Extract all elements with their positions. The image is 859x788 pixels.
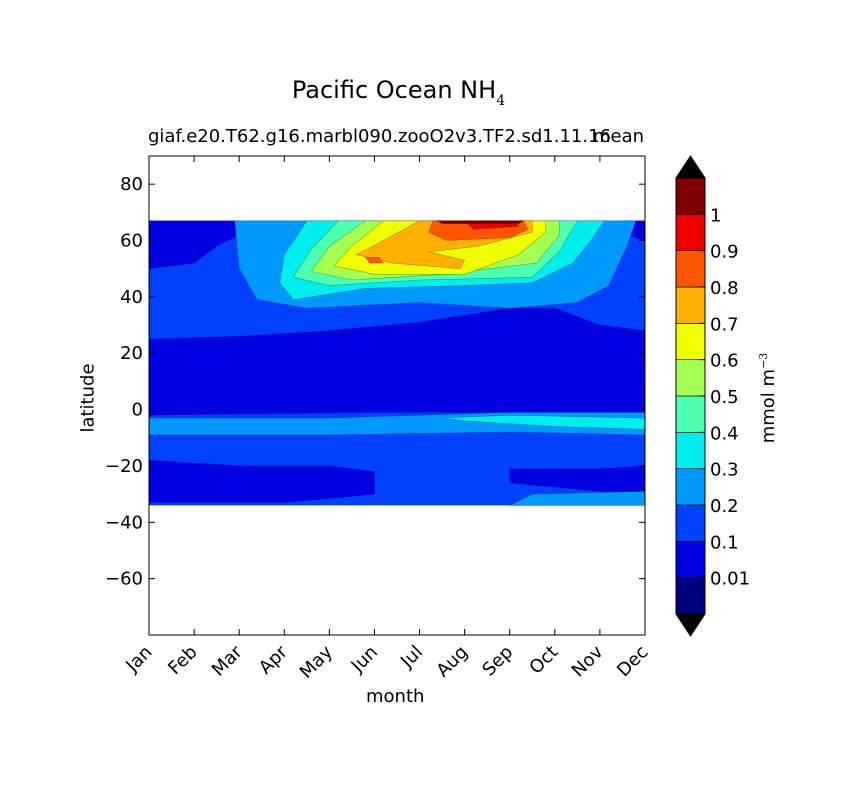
- colorbar-segment: [675, 504, 706, 542]
- colorbar-tick-label: 0.2: [710, 496, 739, 517]
- colorbar-tick-label: 0.6: [710, 351, 739, 372]
- x-tick-label: Jan: [121, 642, 156, 677]
- y-tick-label: 80: [120, 174, 143, 195]
- x-tick-label: May: [296, 641, 337, 682]
- colorbar-tick-label: 0.9: [710, 242, 739, 263]
- chart-title-left: giaf.e20.T62.g16.marbl090.zooO2v3.TF2.sd…: [148, 126, 611, 147]
- y-tick-label: 0: [132, 400, 143, 421]
- colorbar-segment: [675, 541, 706, 578]
- colorbar-tick-label: 0.8: [710, 278, 739, 299]
- y-tick-label: 40: [120, 287, 143, 308]
- y-axis-label: latitude: [77, 363, 99, 433]
- x-tick-label: Sep: [478, 642, 517, 681]
- colorbar-tick-label: 0.3: [710, 460, 739, 481]
- contour-spot-0.8-0.9: [364, 257, 385, 264]
- y-tick-label: −20: [105, 456, 143, 477]
- colorbar-segment: [675, 577, 706, 615]
- plot-frame: [148, 155, 646, 636]
- x-tick-label: Oct: [525, 642, 562, 679]
- colorbar-segment: [675, 432, 706, 469]
- colorbar-label: mmol m−3: [757, 352, 779, 444]
- colorbar-tick-label: 0.5: [710, 387, 739, 408]
- contour-band-0.01-0.1-south-west: [149, 459, 375, 503]
- colorbar-segment: [675, 359, 706, 397]
- colorbar-tick-label: 0.01: [710, 569, 750, 590]
- contour-band-0.2-0.3-south: [509, 490, 645, 506]
- colorbar-tick-label: 1: [710, 205, 721, 226]
- contour-band-above-1-north: [436, 220, 525, 224]
- x-tick-label: Jul: [396, 642, 427, 673]
- colorbar-segment: [675, 214, 706, 251]
- y-tick-label: −60: [105, 569, 143, 590]
- contour-fields: [149, 220, 645, 506]
- x-tick-label: Feb: [164, 642, 201, 679]
- chart-title-right: mean: [593, 126, 645, 147]
- chart-suptitle: Pacific Ocean NH4: [291, 76, 506, 109]
- colorbar-segment: [675, 468, 706, 506]
- colorbar-extend-top: [675, 155, 706, 179]
- colorbar-segment: [675, 177, 706, 215]
- contour-band-0.01-0.1-tropics: [149, 307, 645, 416]
- x-tick-label: Dec: [613, 642, 652, 681]
- colorbar-tick-label: 0.7: [710, 314, 739, 335]
- x-tick-label: Mar: [208, 641, 247, 680]
- y-tick-label: 60: [120, 231, 143, 252]
- colorbar-tick-label: 0.1: [710, 532, 739, 553]
- colorbar-segment: [675, 323, 706, 360]
- contour-band-0.01-0.1-south-east: [509, 465, 645, 495]
- x-tick-label: Jun: [347, 642, 382, 677]
- x-tick-label: Aug: [432, 642, 472, 682]
- y-tick-label: −40: [105, 512, 143, 533]
- y-axis: 80 60 40 20 0 −20 −40 −60: [105, 174, 645, 590]
- y-tick-label: 20: [120, 343, 143, 364]
- colorbar: 0.01 0.1 0.2 0.3 0.4 0.5 0.6 0.7 0.8 0.9 1: [675, 155, 750, 637]
- colorbar-segment: [675, 286, 706, 324]
- colorbar-extend-bottom: [675, 613, 706, 637]
- contour-band-0.3-0.4-equator: [442, 414, 645, 430]
- colorbar-segment: [675, 250, 706, 288]
- x-tick-label: Apr: [255, 641, 292, 678]
- x-tick-label: Nov: [568, 641, 608, 681]
- colorbar-tick-label: 0.4: [710, 423, 739, 444]
- colorbar-segment: [675, 395, 706, 433]
- x-axis-label: month: [366, 686, 425, 707]
